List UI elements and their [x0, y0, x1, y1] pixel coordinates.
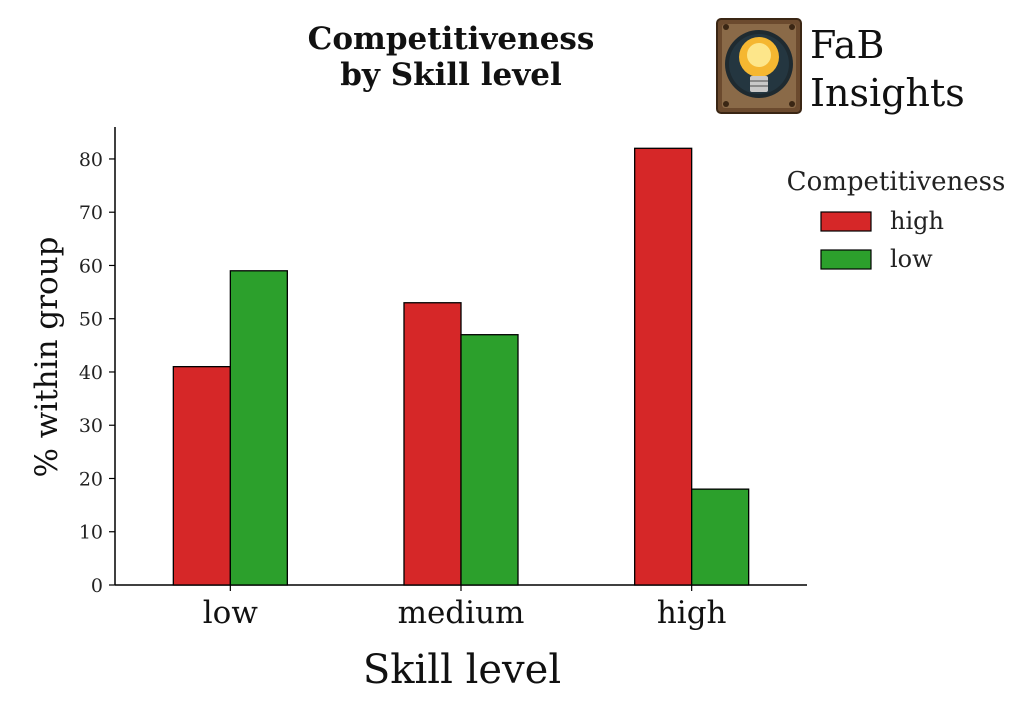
bar-high-low [172, 366, 231, 586]
logo-text-line-1: FaB [810, 23, 884, 67]
y-tick-label: 70 [79, 202, 103, 224]
legend-swatch-low [820, 249, 872, 270]
bar-high-medium [403, 302, 462, 586]
legend-swatch-high [820, 211, 872, 232]
chart-title-line-1: Competitiveness [308, 21, 595, 57]
y-ticks: 0 10 20 30 40 50 60 70 80 [79, 149, 115, 597]
y-tick-label: 20 [79, 468, 103, 490]
chart-title-line-2: by Skill level [340, 57, 561, 93]
y-tick-label: 10 [79, 522, 103, 544]
y-tick-label: 30 [79, 415, 103, 437]
y-tick-label: 60 [79, 255, 103, 277]
legend-label-high: high [890, 207, 944, 235]
logo-text-line-2: Insights [810, 71, 965, 115]
x-ticks: low medium high [203, 585, 727, 631]
y-tick-label: 80 [79, 149, 103, 171]
x-tick-label: high [657, 595, 727, 631]
bar-low-medium [460, 334, 519, 586]
bar-low-high [691, 488, 750, 586]
y-tick-label: 40 [79, 362, 103, 384]
legend-label-low: low [890, 245, 933, 273]
legend-title: Competitiveness [787, 167, 1006, 197]
bars [172, 147, 750, 586]
logo: FaB Insights [716, 18, 965, 115]
y-tick-label: 0 [91, 575, 103, 597]
x-tick-label: medium [398, 595, 525, 631]
legend: Competitiveness high low [787, 167, 1006, 273]
y-axis-label: % within group [29, 236, 65, 477]
x-axis-label: Skill level [363, 647, 561, 693]
y-tick-label: 50 [79, 309, 103, 331]
bar-high-high [634, 147, 693, 586]
lightbulb-icon [716, 18, 802, 114]
x-tick-label: low [203, 595, 259, 631]
bar-low-low [229, 270, 288, 586]
